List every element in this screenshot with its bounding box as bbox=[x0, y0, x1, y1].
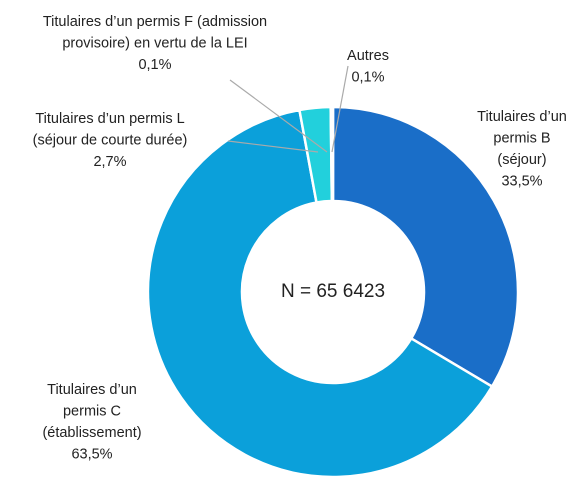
donut-slice bbox=[331, 105, 520, 389]
value-label: 33,5% bbox=[501, 173, 542, 189]
slice-label: (séjour) bbox=[497, 152, 546, 168]
value-label: 2,7% bbox=[93, 154, 126, 170]
donut-slice bbox=[330, 105, 335, 203]
slice-label: Titulaires d’un permis F (admission bbox=[43, 14, 267, 30]
leader-line bbox=[331, 65, 349, 153]
slice-label: Titulaires d’un bbox=[47, 382, 137, 398]
leader-line bbox=[229, 79, 328, 153]
leader-line bbox=[227, 140, 319, 153]
slice-label: permis C bbox=[63, 403, 121, 419]
slice-label: (établissement) bbox=[42, 425, 141, 441]
value-label: 0,1% bbox=[351, 69, 384, 85]
slice-label: Titulaires d’un bbox=[477, 109, 567, 125]
slice-label: provisoire) en vertu de la LEI bbox=[62, 35, 247, 51]
value-label: 63,5% bbox=[71, 446, 112, 462]
slice-label: (séjour de courte durée) bbox=[33, 132, 188, 148]
slice-label: permis B bbox=[493, 130, 550, 146]
slice-label: Autres bbox=[347, 48, 389, 64]
value-label: 0,1% bbox=[138, 57, 171, 73]
center-label: N = 65 6423 bbox=[281, 281, 385, 302]
donut-slice bbox=[146, 108, 494, 477]
slice-label: Titulaires d’un permis L bbox=[35, 111, 184, 127]
